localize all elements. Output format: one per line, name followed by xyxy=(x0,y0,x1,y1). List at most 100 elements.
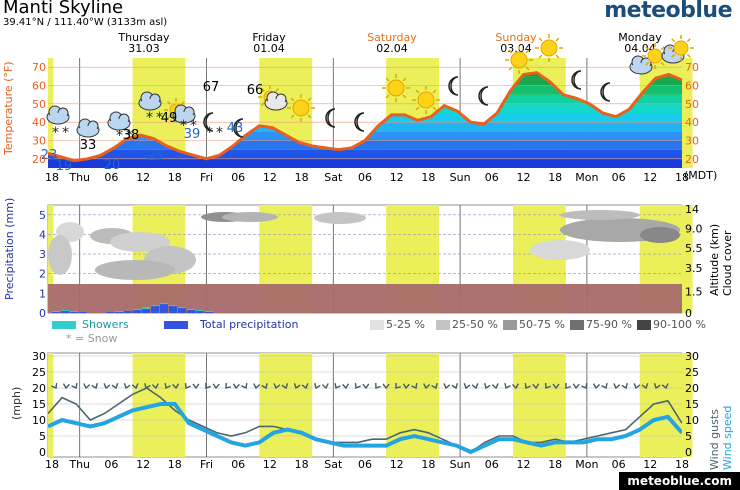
snow-icon: * * xyxy=(52,125,69,141)
sun-icon xyxy=(535,34,563,62)
time-tick: Mon xyxy=(575,171,598,184)
wind-tick-right: 5 xyxy=(685,430,692,443)
time-tick: 18 xyxy=(675,171,689,184)
time-tick: 18 xyxy=(295,171,309,184)
time-tick: 12 xyxy=(263,171,277,184)
wind-direction-arrow xyxy=(192,383,200,390)
wind-direction-arrow xyxy=(71,382,78,390)
sun-icon xyxy=(505,46,533,74)
wind-direction-arrow xyxy=(491,383,499,390)
temp-tick-right: 60 xyxy=(685,80,699,93)
wind-direction-arrow xyxy=(544,382,551,389)
footer-brand[interactable]: meteoblue.com xyxy=(619,472,740,490)
moon-icon xyxy=(448,76,459,96)
cloud-level-5-swatch xyxy=(637,320,651,330)
wind-direction-arrow xyxy=(592,383,601,390)
temperature-label-min: 39 xyxy=(184,127,201,142)
wind-direction-arrow xyxy=(572,383,580,390)
temp-tick-left: 20 xyxy=(32,153,46,166)
wind-direction-arrow xyxy=(633,383,641,390)
daylight-band xyxy=(48,353,54,457)
svg-text:*: * xyxy=(206,125,213,141)
time-tick: 06 xyxy=(358,458,372,471)
cloud-icon xyxy=(172,104,196,124)
precip-tick-left: 1 xyxy=(39,287,46,300)
wind-tick-right: 10 xyxy=(685,414,699,427)
total-precip-bar xyxy=(205,312,213,313)
brand-logo[interactable]: meteoblue xyxy=(604,0,732,23)
wind-direction-arrow xyxy=(342,383,350,390)
wind-direction-arrow xyxy=(601,382,608,390)
total-precip-bar xyxy=(79,312,87,313)
day-label-sunday: Sunday 03.04 xyxy=(495,31,537,55)
time-tick: 18 xyxy=(421,458,435,471)
snow-icon: * * xyxy=(116,128,133,144)
cloud-level-2: 25-50 % xyxy=(452,318,498,331)
cloud-cover-blob xyxy=(640,227,680,243)
time-tick: 12 xyxy=(390,458,404,471)
altitude-tick-right: 3.5 xyxy=(685,262,703,275)
showers-legend: Showers xyxy=(82,318,129,331)
altitude-tick-right: 9.0 xyxy=(685,223,703,236)
day-label-friday: Friday 01.04 xyxy=(252,31,286,55)
wind-direction-arrow xyxy=(661,383,669,390)
time-tick: 06 xyxy=(612,171,626,184)
temp-tick-left: 50 xyxy=(32,98,46,111)
total-precip-bar xyxy=(160,304,168,313)
cloud-cover-blob xyxy=(560,210,640,220)
svg-text:*: * xyxy=(52,125,59,141)
daylight-band xyxy=(259,353,313,457)
wind-tick-left: 20 xyxy=(32,382,46,395)
wind-direction-arrow xyxy=(241,382,248,390)
time-tick: Sun xyxy=(450,458,471,471)
wind-direction-arrow xyxy=(253,383,261,390)
cloud-level-4-swatch xyxy=(570,320,584,330)
cloud-level-3-swatch xyxy=(503,320,517,330)
time-tick: 18 xyxy=(548,171,562,184)
moon-icon xyxy=(203,112,214,132)
total-precip-bar xyxy=(133,310,141,313)
cloud-icon xyxy=(107,111,131,131)
time-tick: 12 xyxy=(517,171,531,184)
cloud-icon xyxy=(46,105,70,125)
day-label-thursday: Thursday 31.03 xyxy=(118,31,170,55)
snow-icon: * * xyxy=(206,125,223,141)
cloud-level-2-swatch xyxy=(436,320,450,330)
temperature-label-max: 33 xyxy=(80,138,97,153)
svg-text:*: * xyxy=(156,110,163,126)
wind-direction-arrow xyxy=(131,383,139,390)
wind-direction-arrow xyxy=(123,383,131,390)
svg-text:*: * xyxy=(216,125,223,141)
wind-speed-line xyxy=(48,402,682,455)
wind-direction-arrow xyxy=(565,382,571,389)
time-tick: 18 xyxy=(548,458,562,471)
precip-tick-left: 3 xyxy=(39,248,46,261)
time-tick: 06 xyxy=(104,458,118,471)
time-tick: 12 xyxy=(517,458,531,471)
temperature-label-min: 20 xyxy=(104,158,121,173)
temp-tick-right: 50 xyxy=(685,98,699,111)
wind-direction-arrow xyxy=(83,383,91,390)
time-tick: 06 xyxy=(358,171,372,184)
wind-direction-arrow xyxy=(431,382,438,390)
wind-tick-right: 20 xyxy=(685,382,699,395)
temperature-label-min: 25 xyxy=(147,149,164,164)
wind-direction-arrow xyxy=(172,383,180,390)
sun-icon xyxy=(382,74,410,102)
showers-swatch xyxy=(52,321,76,329)
temp-tick-right: 40 xyxy=(685,116,699,129)
precipitation-panel: 5 4 3 2 1 0 14 9.0 5.5 3.5 1.5 0 xyxy=(39,203,703,320)
cloud-level-1: 5-25 % xyxy=(386,318,425,331)
svg-text:*: * xyxy=(116,128,123,144)
total-precip-swatch xyxy=(164,321,188,329)
daylight-band xyxy=(639,353,693,457)
precip-tick-left: 4 xyxy=(39,228,46,241)
total-precip-bar xyxy=(187,310,195,313)
wind-axis-title: (mph) xyxy=(10,386,23,420)
time-tick: 12 xyxy=(136,171,150,184)
wind-speed-axis-title: Wind speed xyxy=(721,405,734,470)
wind-direction-arrow xyxy=(641,383,649,390)
total-precip-bar xyxy=(169,306,177,313)
snow-legend: * = Snow xyxy=(66,332,118,345)
